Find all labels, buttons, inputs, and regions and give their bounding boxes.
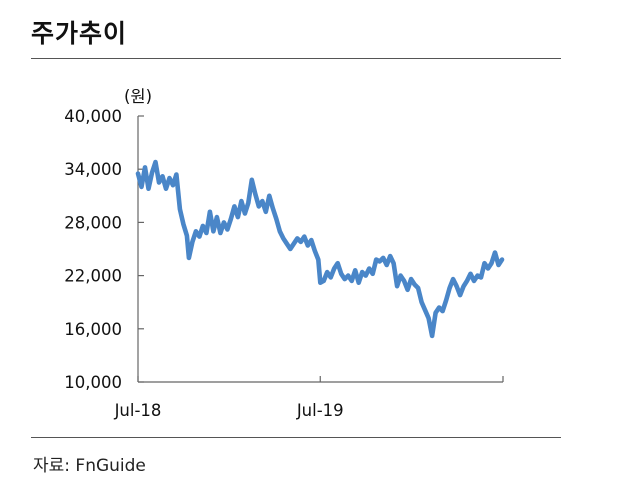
source-note: 자료: FnGuide [33, 456, 146, 476]
y-unit-label: (원) [124, 87, 152, 106]
y-tick-label: 34,000 [64, 160, 122, 179]
y-tick-label: 22,000 [64, 267, 122, 286]
price-series-line [135, 159, 505, 339]
y-tick-label: 16,000 [64, 320, 122, 339]
y-tick-label: 28,000 [64, 213, 122, 232]
top-divider [31, 58, 561, 59]
y-tick-label: 10,000 [64, 373, 122, 392]
x-axis-ticks: Jul-18 Jul-19 [114, 376, 504, 420]
x-tick-label: Jul-19 [296, 401, 344, 420]
y-tick-label: 40,000 [64, 107, 122, 126]
bottom-divider [31, 437, 561, 438]
x-tick-label: Jul-18 [114, 401, 162, 420]
chart-title: 주가추이 [31, 19, 128, 48]
y-axis-ticks: 40,000 34,000 28,000 22,000 16,000 10,000 [64, 107, 144, 392]
